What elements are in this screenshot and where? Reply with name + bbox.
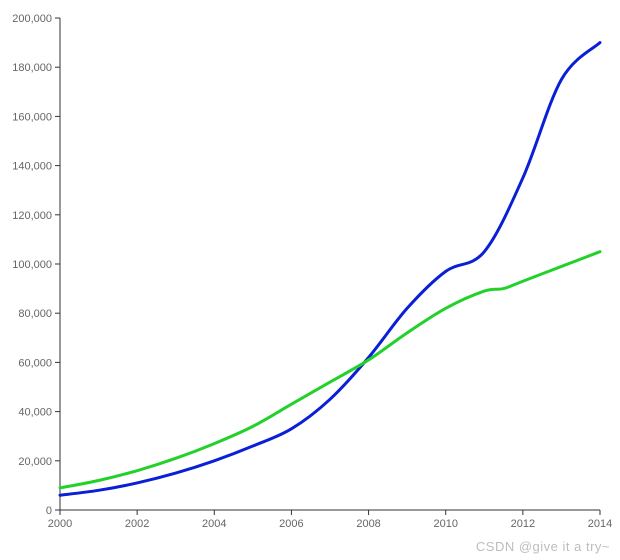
y-tick-label: 120,000: [12, 210, 52, 222]
y-tick-label: 200,000: [12, 13, 52, 25]
x-tick-label: 2006: [279, 518, 303, 530]
y-tick-label: 80,000: [18, 308, 52, 320]
x-tick-label: 2002: [125, 518, 149, 530]
line-chart: 0 20,000 40,000 60,000 80,000 100,000 120,000 1…: [0, 0, 620, 560]
y-tick-label: 180,000: [12, 62, 52, 74]
y-tick-label: 60,000: [18, 357, 52, 369]
x-tick-label: 2004: [202, 518, 226, 530]
x-tick-label: 2008: [356, 518, 380, 530]
x-tick-label: 2012: [511, 518, 535, 530]
chart-container: 0 20,000 40,000 60,000 80,000 100,000 120,000 1…: [0, 0, 620, 560]
y-tick-label: 40,000: [18, 407, 52, 419]
watermark-text: CSDN @give it a try~: [476, 539, 610, 554]
y-tick-label: 160,000: [12, 111, 52, 123]
x-tick-label: 2000: [48, 518, 72, 530]
x-tick-label: 2010: [433, 518, 457, 530]
y-tick-label: 0: [46, 505, 52, 517]
series-green: [60, 252, 600, 488]
y-tick-label: 140,000: [12, 161, 52, 173]
y-tick-label: 20,000: [18, 456, 52, 468]
y-tick-label: 100,000: [12, 259, 52, 271]
x-tick-label: 2014: [588, 518, 612, 530]
series-blue: [60, 43, 600, 496]
